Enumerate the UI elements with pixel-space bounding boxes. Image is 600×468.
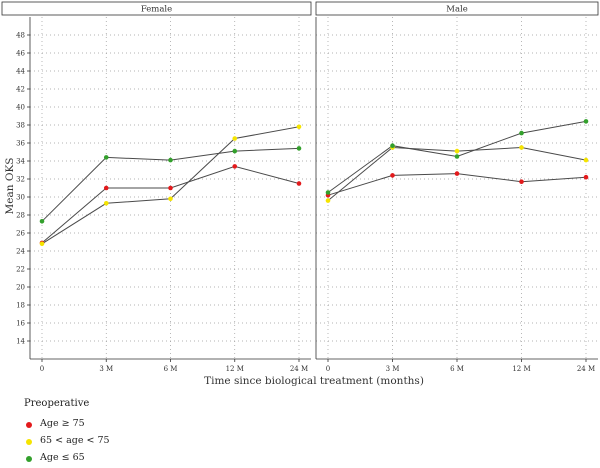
y-tick-label: 44: [16, 68, 25, 76]
legend-dot-red: [26, 422, 32, 428]
y-tick-label: 48: [16, 32, 25, 40]
data-point: [583, 157, 589, 163]
data-point: [583, 119, 589, 124]
x-tick-label: 12 M: [226, 365, 244, 373]
data-point: [454, 148, 460, 154]
x-tick-label: 0: [326, 365, 330, 373]
y-tick-label: 18: [16, 302, 25, 310]
data-point: [168, 157, 173, 163]
y-tick-label: 36: [16, 140, 25, 148]
data-point: [103, 155, 109, 160]
x-tick-label: 0: [40, 365, 44, 373]
legend-dot-green: [26, 456, 32, 462]
x-tick-label: 24 M: [577, 365, 595, 373]
y-tick-label: 16: [16, 320, 25, 328]
y-tick-label: 32: [16, 176, 25, 184]
legend: Preoperative Age ≥ 75 65 < age < 75 Age …: [24, 398, 224, 463]
legend-dot-yellow: [26, 439, 32, 445]
y-tick-label: 30: [16, 194, 25, 202]
data-point: [390, 143, 395, 148]
legend-label: Age ≥ 75: [40, 418, 85, 429]
panel-strip: [1, 1, 312, 16]
data-point: [168, 196, 173, 202]
x-axis-label: Time since biological treatment (months): [204, 375, 424, 387]
data-point: [39, 241, 45, 247]
data-point: [454, 154, 460, 159]
data-point: [390, 173, 395, 178]
data-point: [325, 190, 331, 195]
x-tick-label: 6 M: [164, 365, 178, 373]
y-axis-label: Mean OKS: [4, 158, 16, 215]
data-point: [232, 148, 238, 154]
series-line: [327, 173, 587, 196]
y-tick-label: 26: [16, 230, 25, 238]
data-point: [103, 185, 109, 191]
y-tick-label: 14: [16, 338, 25, 346]
panel-title: Female: [141, 5, 172, 15]
x-tick-label: 12 M: [512, 365, 530, 373]
panel-strip: [315, 1, 599, 16]
legend-label: Age ≤ 65: [40, 452, 85, 463]
data-point: [39, 219, 45, 224]
data-point: [454, 171, 460, 176]
y-tick-label: 38: [16, 122, 25, 130]
chart: Mean OKS Time since biological treatment…: [1, 1, 599, 387]
y-tick-label: 24: [16, 248, 25, 256]
y-tick-label: 46: [16, 50, 25, 58]
data-point: [519, 145, 524, 150]
legend-title: Preoperative: [24, 398, 90, 409]
data-point: [519, 179, 524, 184]
data-point: [325, 198, 331, 203]
data-point: [296, 124, 302, 130]
x-tick-label: 3 M: [99, 365, 113, 373]
data-point: [296, 146, 302, 151]
panel-title: Male: [446, 5, 468, 15]
data-point: [232, 164, 238, 169]
data-point: [168, 185, 173, 191]
y-tick-label: 28: [16, 212, 25, 220]
data-point: [519, 130, 524, 136]
x-tick-label: 3 M: [386, 365, 400, 373]
y-tick-label: 40: [16, 104, 25, 112]
data-point: [232, 136, 238, 141]
x-tick-label: 6 M: [450, 365, 464, 373]
legend-label: 65 < age < 75: [40, 435, 110, 446]
data-point: [103, 201, 109, 206]
x-tick-label: 24 M: [290, 365, 308, 373]
y-tick-label: 42: [16, 86, 25, 94]
data-point: [583, 174, 589, 180]
y-tick-label: 34: [16, 158, 25, 166]
y-tick-label: 22: [16, 266, 25, 274]
data-point: [296, 181, 302, 186]
y-tick-label: 20: [16, 284, 25, 292]
